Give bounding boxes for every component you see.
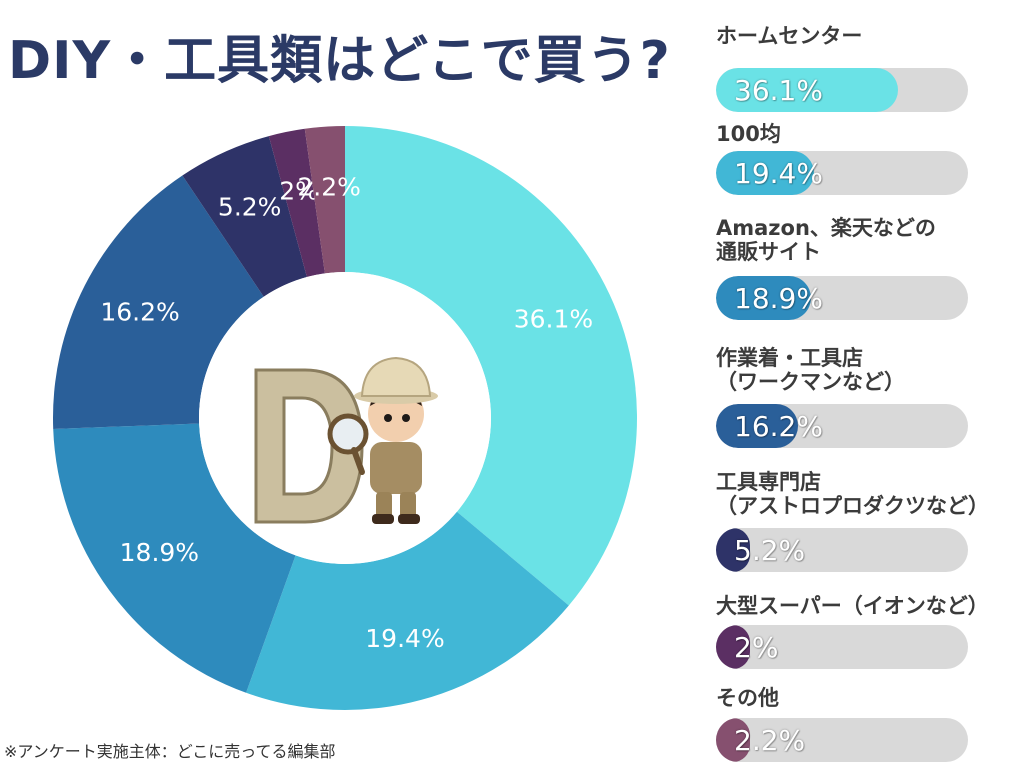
legend-bar-fill	[716, 276, 812, 320]
legend-bar-track: 36.1%	[716, 68, 968, 112]
legend-bar-track: 2.2%	[716, 718, 968, 762]
chart-title: DIY・工具類はどこで買う?	[8, 31, 671, 91]
explorer-mascot-illustration	[254, 356, 438, 524]
legend-bar-fill	[716, 151, 814, 195]
legend-value: 5.2%	[734, 534, 806, 567]
legend-label: 工具専門店 （アストロプロダクツなど）	[716, 470, 989, 518]
donut-slice	[182, 136, 307, 297]
slice-label: 16.2%	[100, 298, 179, 327]
legend-bar-fill	[716, 718, 750, 762]
legend-bar-fill	[716, 404, 798, 448]
donut-slice	[345, 126, 638, 606]
legend-value: 2.2%	[734, 724, 806, 757]
donut-slice	[53, 423, 296, 693]
footnote: ※アンケート実施主体：どこに売ってる編集部	[4, 742, 336, 761]
legend-value: 2%	[734, 631, 779, 664]
legend: ホームセンター 36.1% 100均 19.4% Amazon、楽天などの 通販…	[700, 0, 1024, 768]
donut-slice	[268, 128, 325, 278]
legend-bar-track: 2%	[716, 625, 968, 669]
legend-bar-track: 19.4%	[716, 151, 968, 195]
explorer-helmet	[360, 356, 432, 397]
legend-label: Amazon、楽天などの 通販サイト	[716, 216, 936, 264]
slice-label: 19.4%	[365, 624, 444, 653]
legend-value: 19.4%	[734, 157, 823, 190]
legend-bar-fill	[716, 68, 898, 112]
legend-label: 作業着・工具店 （ワークマンなど）	[716, 346, 905, 394]
explorer-body	[370, 442, 422, 494]
legend-value: 16.2%	[734, 410, 823, 443]
legend-label: ホームセンター	[716, 24, 863, 48]
legend-label: その他	[716, 686, 779, 710]
legend-bar-fill	[716, 528, 750, 572]
legend-value: 36.1%	[734, 74, 823, 107]
slice-label: 36.1%	[514, 305, 593, 334]
magnifier-lens	[327, 413, 369, 455]
legend-bar-track: 18.9%	[716, 276, 968, 320]
legend-value: 18.9%	[734, 282, 823, 315]
legend-label: 大型スーパー（イオンなど）	[716, 594, 989, 618]
legend-label: 100均	[716, 122, 781, 146]
donut-slice	[53, 175, 264, 430]
legend-bar-track: 5.2%	[716, 528, 968, 572]
donut-slice	[246, 511, 569, 710]
slice-label: 2.2%	[297, 173, 361, 202]
slice-label: 18.9%	[120, 538, 199, 567]
legend-bar-track: 16.2%	[716, 404, 968, 448]
donut-slice	[304, 126, 345, 274]
legend-bar-fill	[716, 625, 750, 669]
slice-label: 5.2%	[218, 193, 282, 222]
